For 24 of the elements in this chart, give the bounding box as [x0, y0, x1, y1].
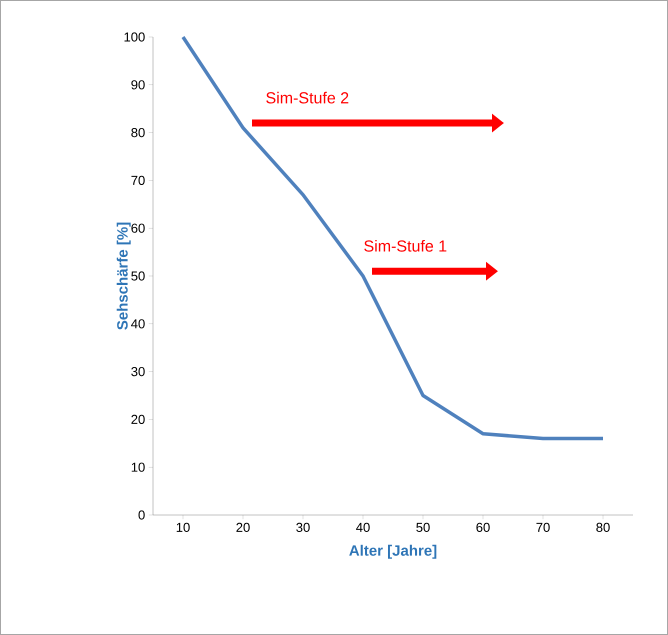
y-tick-label: 0 — [138, 510, 145, 520]
x-axis-title: Alter [Jahre] — [349, 544, 436, 559]
y-tick-label: 30 — [131, 366, 145, 376]
y-tick-label: 80 — [131, 128, 145, 138]
x-tick-label: 60 — [476, 522, 490, 532]
y-tick-label: 70 — [131, 176, 145, 185]
x-tick-label: 30 — [296, 522, 310, 532]
y-tick-label: 10 — [132, 462, 145, 472]
y-tick-label: 90 — [131, 80, 145, 90]
x-tick-label: 50 — [416, 522, 430, 532]
x-tick-label: 80 — [596, 522, 610, 532]
line-series — [181, 35, 605, 440]
y-tick-label: 100 — [124, 32, 145, 42]
x-tick-label: 70 — [536, 522, 550, 532]
annotation: Sim-Stufe 2 — [266, 92, 348, 104]
x-tick-label: 20 — [236, 522, 250, 532]
y-tick-label: 20 — [131, 414, 145, 424]
y-tick-label: 60 — [131, 224, 145, 233]
y-tick-label: 40 — [131, 319, 145, 328]
annotation: Sim-Stufe 1 — [364, 240, 446, 252]
x-tick-label: 40 — [356, 522, 370, 532]
x-tick-label: 10 — [176, 522, 190, 532]
y-axis-title: Sehschärfe [%] — [116, 222, 131, 330]
y-tick-label: 50 — [131, 271, 145, 281]
